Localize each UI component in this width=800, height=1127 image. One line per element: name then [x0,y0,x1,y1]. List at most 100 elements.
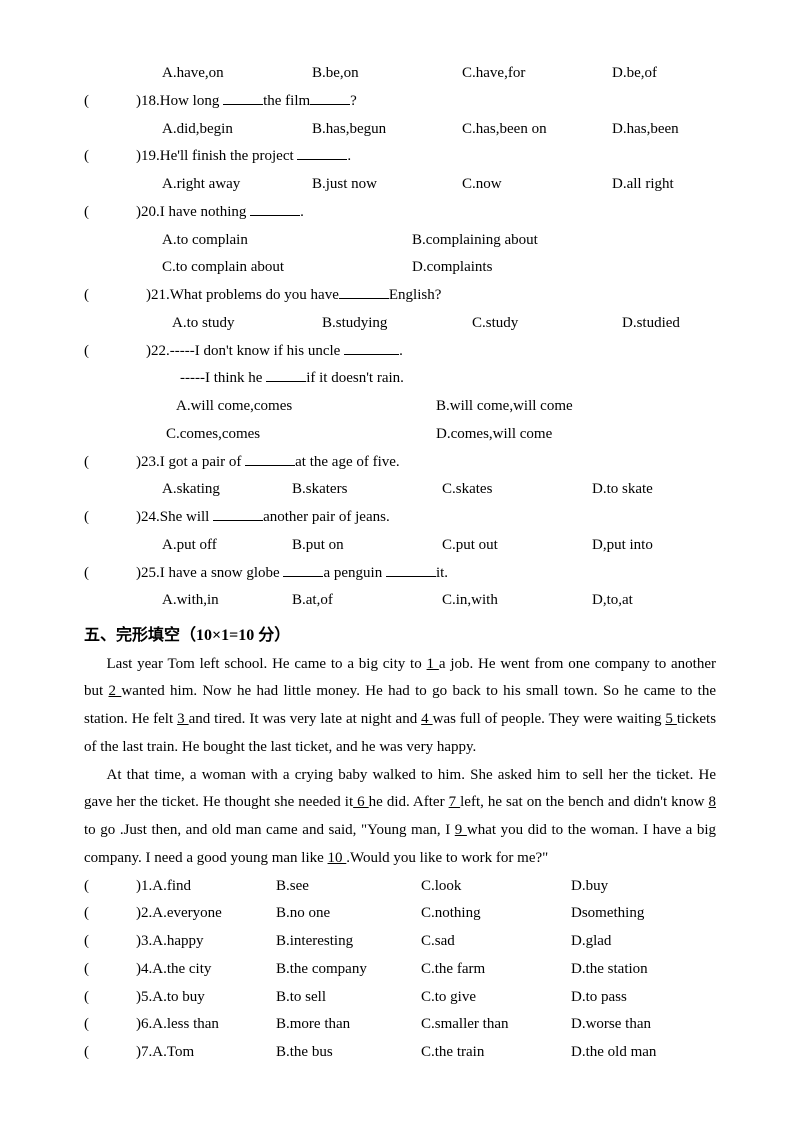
cloze-row: ()5.A.to buyB.to sellC.to giveD.to pass [84,984,716,1012]
blank-4[interactable]: 4 [421,711,432,727]
cloze-opt-a: )4.A.the city [136,956,276,984]
cloze-opt-a: )6.A.less than [136,1011,276,1039]
q20-opt-c: C.to complain about [162,254,412,282]
q18: ( )18.How long the film? [84,88,716,116]
q18-stem: )18.How long the film? [136,88,716,116]
q22-opt-a: A.will come,comes [176,393,436,421]
cloze-opt-c: C.look [421,873,571,901]
cloze-opt-d: D.to pass [571,984,627,1012]
q18-options: A.did,begin B.has,begun C.has,been on D.… [84,116,716,144]
q23-opt-b: B.skaters [292,476,442,504]
blank-2[interactable]: 2 [109,683,122,699]
q22: ( )22.-----I don't know if his uncle . [84,338,716,366]
q22-stem2: -----I think he if it doesn't rain. [84,365,716,393]
cloze-opt-b: B.no one [276,900,421,928]
cloze-opt-d: Dsomething [571,900,644,928]
cloze-opt-c: C.sad [421,928,571,956]
q18-opt-d: D.has,been [612,116,679,144]
blank-8[interactable]: 8 [709,794,717,810]
q22-options-2: C.comes,comes D.comes,will come [84,421,716,449]
cloze-opt-d: D.the old man [571,1039,656,1067]
q19-opt-d: D.all right [612,171,674,199]
q24-opt-b: B.put on [292,532,442,560]
q21: ( )21.What problems do you haveEnglish? [84,282,716,310]
q22-stem: )22.-----I don't know if his uncle . [146,338,716,366]
answer-paren[interactable]: ( [84,1011,136,1039]
answer-paren[interactable]: ( [84,928,136,956]
cloze-row: ()4.A.the cityB.the companyC.the farmD.t… [84,956,716,984]
q25-opt-a: A.with,in [162,587,292,615]
answer-paren[interactable]: ( [84,143,136,171]
cloze-row: ()3.A.happyB.interestingC.sadD.glad [84,928,716,956]
q24-opt-a: A.put off [162,532,292,560]
cloze-opt-b: B.the bus [276,1039,421,1067]
q24-options: A.put off B.put on C.put out D,put into [84,532,716,560]
q25: ( )25.I have a snow globe a penguin it. [84,560,716,588]
q21-opt-b: B.studying [322,310,472,338]
q18-opt-a: A.did,begin [162,116,312,144]
q25-opt-d: D,to,at [592,587,633,615]
blank-3[interactable]: 3 [177,711,188,727]
q18-opt-b: B.has,begun [312,116,462,144]
q24-stem: )24.She will another pair of jeans. [136,504,716,532]
cloze-opt-d: D.worse than [571,1011,651,1039]
blank-6[interactable]: 6 [353,794,369,810]
q19: ( )19.He'll finish the project . [84,143,716,171]
q25-opt-b: B.at,of [292,587,442,615]
q25-opt-c: C.in,with [442,587,592,615]
q20-options-1: A.to complain B.complaining about [84,227,716,255]
q19-opt-a: A.right away [162,171,312,199]
q19-opt-c: C.now [462,171,612,199]
q17-opt-c: C.have,for [462,60,612,88]
blank-1[interactable]: 1 [427,656,439,672]
cloze-opt-a: )2.A.everyone [136,900,276,928]
cloze-opt-b: B.interesting [276,928,421,956]
q23-opt-d: D.to skate [592,476,653,504]
q24-opt-d: D,put into [592,532,653,560]
cloze-opt-d: D.glad [571,928,611,956]
answer-paren[interactable]: ( [84,88,136,116]
answer-paren[interactable]: ( [84,282,146,310]
cloze-opt-b: B.more than [276,1011,421,1039]
cloze-row: ()7.A.TomB.the busC.the trainD.the old m… [84,1039,716,1067]
cloze-options: ()1.A.findB.seeC.lookD.buy()2.A.everyone… [84,873,716,1067]
cloze-row: ()2.A.everyoneB.no oneC.nothingDsomethin… [84,900,716,928]
q17-opt-d: D.be,of [612,60,657,88]
q23-options: A.skating B.skaters C.skates D.to skate [84,476,716,504]
q17-opt-a: A.have,on [162,60,312,88]
answer-paren[interactable]: ( [84,199,136,227]
q21-options: A.to study B.studying C.study D.studied [84,310,716,338]
cloze-opt-a: )1.A.find [136,873,276,901]
answer-paren[interactable]: ( [84,956,136,984]
answer-paren[interactable]: ( [84,900,136,928]
blank-7[interactable]: 7 [449,794,461,810]
blank-10[interactable]: 10 [328,850,347,866]
cloze-opt-b: B.to sell [276,984,421,1012]
q20-opt-d: D.complaints [412,254,492,282]
q22-opt-c: C.comes,comes [166,421,436,449]
answer-paren[interactable]: ( [84,449,136,477]
q21-stem: )21.What problems do you haveEnglish? [146,282,716,310]
q25-stem: )25.I have a snow globe a penguin it. [136,560,716,588]
cloze-opt-c: C.nothing [421,900,571,928]
answer-paren[interactable]: ( [84,560,136,588]
q22-options-1: A.will come,comes B.will come,will come [84,393,716,421]
answer-paren[interactable]: ( [84,504,136,532]
q22-opt-b: B.will come,will come [436,393,573,421]
q23-stem: )23.I got a pair of at the age of five. [136,449,716,477]
q22-opt-d: D.comes,will come [436,421,552,449]
q19-stem: )19.He'll finish the project . [136,143,716,171]
blank-9[interactable]: 9 [455,822,467,838]
q20-stem: )20.I have nothing . [136,199,716,227]
answer-paren[interactable]: ( [84,338,146,366]
cloze-passage: Last year Tom left school. He came to a … [84,651,716,873]
q20-opt-a: A.to complain [162,227,412,255]
q24-opt-c: C.put out [442,532,592,560]
cloze-opt-b: B.see [276,873,421,901]
answer-paren[interactable]: ( [84,1039,136,1067]
q20: ( )20.I have nothing . [84,199,716,227]
blank-5[interactable]: 5 [665,711,676,727]
answer-paren[interactable]: ( [84,984,136,1012]
answer-paren[interactable]: ( [84,873,136,901]
cloze-opt-c: C.smaller than [421,1011,571,1039]
